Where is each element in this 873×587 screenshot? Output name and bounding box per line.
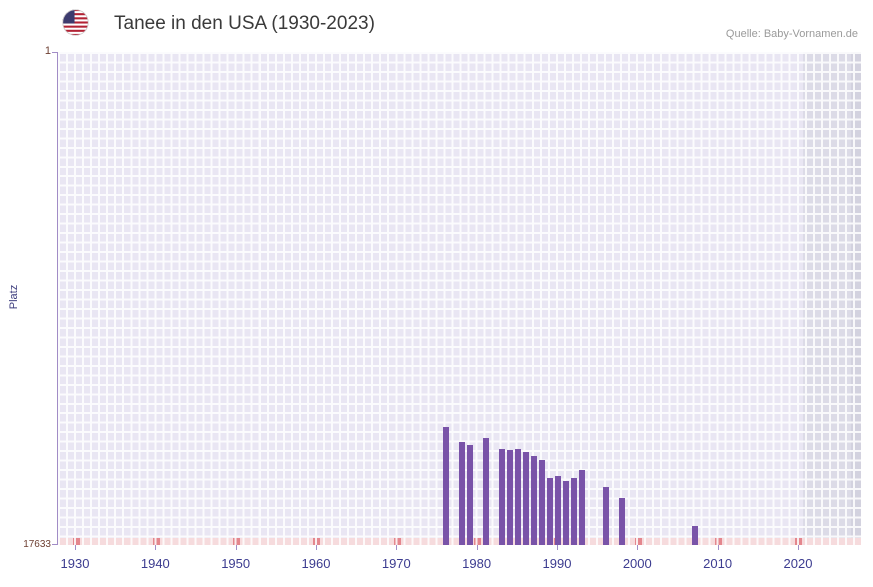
x-tick-label-1960: 1960 <box>301 556 331 571</box>
bar-1993[interactable] <box>579 470 586 545</box>
plot-area <box>57 52 861 545</box>
x-tick-label-1970: 1970 <box>381 556 411 571</box>
x-tick-label-2020: 2020 <box>783 556 813 571</box>
x-tick-mark-1930 <box>75 545 76 550</box>
x-tick-label-1930: 1930 <box>60 556 90 571</box>
bar-1990[interactable] <box>554 475 561 545</box>
bar-1987[interactable] <box>530 456 537 545</box>
y-tick-label-bottom: 17633 <box>23 539 51 550</box>
y-tick-mark-bottom <box>52 544 57 545</box>
bar-1989[interactable] <box>546 478 553 545</box>
source-credit: Quelle: Baby-Vornamen.de <box>725 28 858 40</box>
bar-1983[interactable] <box>498 449 505 545</box>
x-tick-mark-2010 <box>717 545 719 550</box>
bar-1988[interactable] <box>538 460 545 545</box>
x-tick-mark-1970 <box>396 545 398 550</box>
y-tick-label-top: 1 <box>44 45 51 57</box>
bar-2007[interactable] <box>691 525 698 545</box>
x-tick-label-1990: 1990 <box>542 556 572 571</box>
bar-1992[interactable] <box>571 478 578 545</box>
x-tick-mark-1990 <box>556 545 558 550</box>
bar-1986[interactable] <box>522 451 529 545</box>
x-tick-mark-1940 <box>155 545 157 550</box>
bars-layer <box>58 52 861 545</box>
x-tick-label-1950: 1950 <box>221 556 251 571</box>
x-tick-label-1940: 1940 <box>140 556 170 571</box>
bar-1976[interactable] <box>442 426 449 545</box>
bar-1981[interactable] <box>482 437 489 545</box>
bar-1978[interactable] <box>458 442 465 545</box>
bar-1991[interactable] <box>563 481 569 545</box>
bar-1984[interactable] <box>506 450 513 545</box>
bar-1985[interactable] <box>514 449 521 545</box>
x-tick-label-2010: 2010 <box>703 556 733 571</box>
x-tick-mark-1980 <box>476 545 478 550</box>
x-tick-mark-1960 <box>315 545 317 550</box>
x-tick-mark-2020 <box>797 545 799 550</box>
x-tick-mark-2000 <box>637 545 639 550</box>
bar-1979[interactable] <box>466 444 473 545</box>
x-tick-label-1980: 1980 <box>462 556 492 571</box>
page-title: Tanee in den USA (1930-2023) <box>114 13 375 34</box>
bar-1996[interactable] <box>603 486 610 545</box>
x-tick-label-2000: 2000 <box>622 556 652 571</box>
y-axis-title: Platz <box>8 284 20 310</box>
x-tick-mark-1950 <box>235 545 237 550</box>
bar-1998[interactable] <box>619 497 626 545</box>
y-tick-mark-top <box>52 52 57 53</box>
us-flag-icon <box>62 9 89 36</box>
